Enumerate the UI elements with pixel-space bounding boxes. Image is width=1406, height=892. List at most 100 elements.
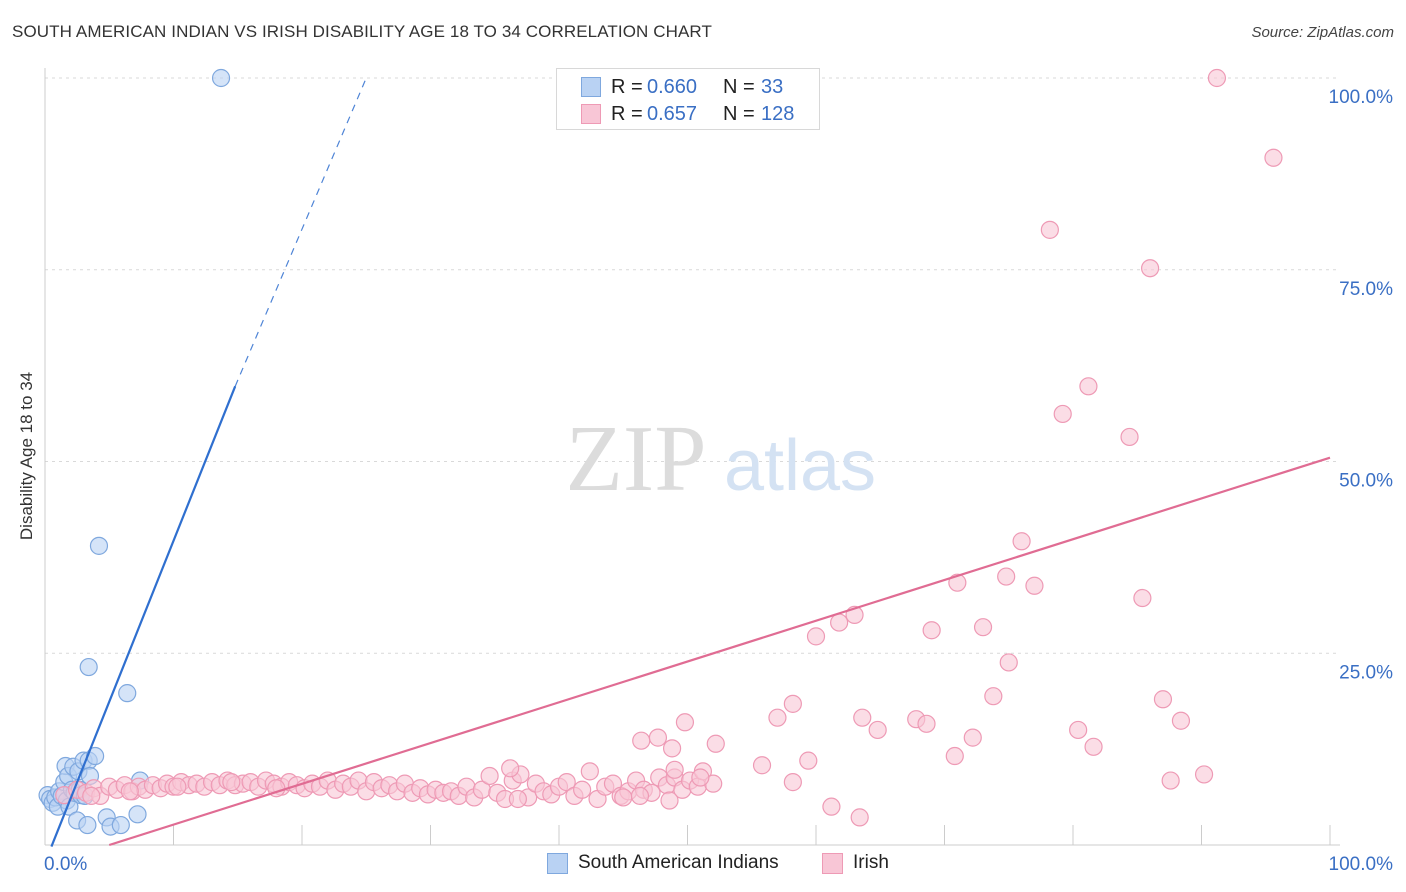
data-point-irish [1161, 771, 1180, 790]
y-axis-label: Disability Age 18 to 34 [17, 371, 36, 541]
watermark-zip: ZIP [566, 407, 707, 511]
data-point-irish [630, 786, 650, 806]
tick-labels: 25.0% 50.0% 75.0% 100.0% 0.0% 100.0% [44, 87, 1393, 875]
data-point-irish [752, 756, 772, 775]
legend-label: South American Indians [578, 852, 779, 873]
series-legend: South American Indians Irish [0, 852, 1406, 878]
data-point-south-american-indian [211, 68, 231, 88]
data-point-irish [1207, 68, 1227, 88]
data-point-irish [82, 786, 101, 806]
r-label: R = [611, 75, 643, 98]
n-label: N = [723, 75, 755, 98]
data-point-irish [997, 567, 1016, 586]
r-value: 0.660 [647, 75, 698, 98]
data-point-irish [945, 746, 964, 766]
data-point-irish [973, 618, 993, 637]
data-point-irish [853, 708, 872, 727]
data-point-irish [1053, 404, 1072, 424]
data-point-irish [1079, 377, 1098, 396]
data-point-irish [822, 797, 841, 816]
data-point-irish [691, 768, 710, 787]
data-point-irish [660, 791, 679, 810]
n-value: 33 [761, 75, 784, 98]
stats-legend-row-pink: R = 0.657 N = 128 [581, 101, 794, 127]
watermark-atlas: atlas [724, 426, 876, 506]
trendlines [50, 77, 1331, 847]
data-point-irish [675, 713, 695, 732]
data-point-south-american-indian [89, 536, 109, 555]
legend-swatch-pink [581, 104, 601, 124]
axes [44, 68, 1340, 846]
data-point-irish [917, 714, 936, 733]
data-point-irish [783, 694, 802, 713]
data-point-irish [868, 720, 887, 740]
data-point-irish [632, 731, 651, 750]
legend-swatch-blue [547, 852, 568, 874]
trendline-irish [108, 456, 1331, 847]
data-point-irish [1140, 259, 1160, 278]
trendline-south-american-indians [50, 385, 237, 847]
data-point-irish [614, 788, 633, 807]
legend-swatch-pink [822, 852, 843, 874]
chart-title: SOUTH AMERICAN INDIAN VS IRISH DISABILIT… [12, 22, 712, 41]
x-tick-label: 0.0% [44, 854, 87, 875]
stats-legend-row-blue: R = 0.660 N = 33 [581, 74, 783, 100]
y-tick-label: 50.0% [1339, 471, 1393, 492]
y-tick-label: 25.0% [1339, 662, 1393, 683]
data-point-irish [806, 627, 826, 646]
data-point-irish [1012, 532, 1031, 551]
n-value: 128 [761, 102, 795, 125]
data-point-irish [1084, 737, 1103, 756]
y-tick-label: 75.0% [1339, 279, 1393, 300]
y-tick-label: 100.0% [1329, 87, 1394, 108]
data-point-south-american-indian [79, 657, 98, 677]
chart-source: Source: ZipAtlas.com [1251, 24, 1394, 41]
legend-swatch-blue [581, 77, 601, 97]
data-point-irish [1040, 220, 1059, 239]
data-point-irish [557, 773, 576, 792]
stats-legend: R = 0.660 N = 33 R = 0.657 N = 128 [556, 68, 820, 130]
grid-lines [45, 77, 1340, 654]
data-point-irish [830, 613, 849, 632]
data-point-irish [1194, 765, 1214, 784]
data-point-irish [480, 766, 499, 786]
data-point-irish [783, 773, 802, 792]
legend-label: Irish [853, 852, 889, 873]
data-point-south-american-indian [118, 684, 137, 703]
data-point-irish [508, 789, 527, 809]
series-south-american-indians [38, 68, 231, 836]
r-value: 0.657 [647, 102, 698, 125]
data-point-irish [501, 759, 520, 778]
legend-item-south-american-indians[interactable]: South American Indians [547, 852, 779, 874]
data-point-south-american-indian [78, 815, 97, 835]
data-point-irish [984, 687, 1003, 706]
data-point-irish [580, 762, 599, 781]
n-label: N = [723, 102, 755, 125]
data-point-irish [1025, 576, 1044, 595]
r-label: R = [611, 102, 643, 125]
series-irish [55, 68, 1283, 827]
data-point-irish [662, 739, 682, 758]
data-point-irish [1171, 711, 1191, 730]
data-point-irish [222, 773, 241, 792]
data-point-irish [1264, 148, 1283, 167]
data-point-irish [922, 621, 941, 640]
trendline-extension-south-american-indians [234, 77, 367, 387]
data-point-irish [1153, 690, 1173, 709]
legend-item-irish[interactable]: Irish [822, 852, 889, 874]
data-point-irish [168, 777, 187, 796]
data-point-irish [768, 708, 787, 727]
x-tick-label: 100.0% [1329, 854, 1394, 875]
data-point-south-american-indian [128, 805, 147, 824]
data-point-south-american-indian [111, 815, 130, 835]
data-point-irish [573, 780, 592, 799]
data-point-irish [1069, 720, 1088, 740]
watermark: ZIP atlas [566, 407, 877, 511]
data-point-irish [948, 573, 967, 592]
data-point-irish [799, 751, 818, 770]
data-point-irish [850, 808, 869, 827]
data-point-irish [706, 734, 725, 753]
data-point-irish [1133, 588, 1152, 608]
data-point-irish [963, 728, 982, 747]
